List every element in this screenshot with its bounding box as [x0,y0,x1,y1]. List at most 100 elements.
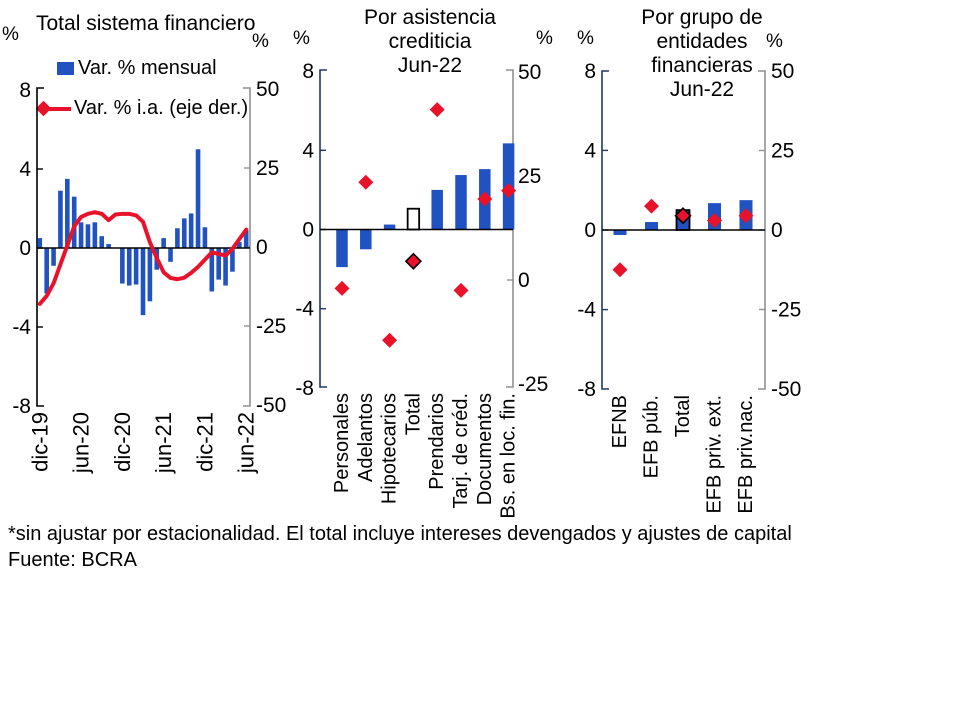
y-axis-left-tick-label: 0 [19,237,31,260]
line-var-ia [37,210,249,306]
bar-feb-22 [216,248,221,280]
legend-item-var-ia: Var. % i.a. (eje der.) [35,97,249,120]
panel1-left-axis-unit: % [2,24,19,45]
bar-ene-20 [44,248,49,294]
y-axis-right-tick-label: -25 [771,299,801,322]
x-axis-label-EFB priv.nac.: EFB priv.nac. [735,395,757,514]
diamond-Hipotecarios [382,332,398,348]
bar-Tarj. de créd. [455,175,467,230]
bar-Personales [336,229,348,268]
legend-item-var-mensual: Var. % mensual [57,57,217,80]
x-axis-label-Personales: Personales [331,393,353,493]
y-axis-right-tick-label: 25 [771,140,794,163]
y-axis-left-tick-label: -8 [12,395,31,418]
y-axis-left-tick-label: 4 [19,158,31,181]
bar-Prendarios [431,189,443,230]
bar-ene-22 [209,248,215,292]
bar-abr-21 [147,248,153,302]
bar-abr-22 [230,248,235,272]
y-axis-left-tick-label: 4 [584,139,596,162]
diamond-EFB priv.nac. [738,208,754,224]
y-axis-left-tick-label: 4 [302,139,314,162]
bar-mar-20 [58,190,63,248]
panel1-title: Total sistema financiero [36,12,256,35]
x-axis-label-jun-21: jun-21 [151,412,176,474]
x-axis-label-Bs. en loc. fin.: Bs. en loc. fin. [498,393,520,519]
chart-por-asistencia-crediticia: 8 4 0 -4 -8 50 25 0 -25 Personales Adelantos Hipote… [295,60,548,519]
bar-feb-20 [51,248,56,266]
bar-dic-19 [37,238,43,248]
diamond-EFB priv. ext. [707,212,722,228]
bar-ago-20 [92,222,98,248]
x-axis-label-Hipotecarios: Hipotecarios [379,393,401,504]
bar-jul-21 [168,248,173,262]
y-axis-right-tick-label: -50 [771,378,801,401]
source-note: Fuente: BCRA [8,549,137,571]
y-axis-right-tick-label: -25 [518,373,548,396]
x-axis-label-dic-20: dic-20 [110,412,135,472]
x-axis-label-jun-20: jun-20 [69,412,94,474]
panel3-right-axis-unit: % [766,31,783,52]
bar-mar-21 [140,248,146,316]
y-axis-left-tick-label: -8 [295,377,314,400]
panel2-left-axis-unit: % [293,28,310,49]
diamond-Prendarios [429,102,445,118]
bar-may-22 [237,242,242,248]
bar-mar-22 [223,248,228,286]
bar-sep-20 [99,236,105,248]
y-axis-left-tick-label: 8 [302,60,314,83]
diamond-EFB púb. [644,198,659,214]
bar-jun-21 [161,238,166,248]
y-axis-left-tick-label: -8 [577,378,596,401]
y-axis-right-tick-label: -50 [256,394,286,417]
bar-ago-21 [175,228,180,248]
y-axis-left [319,69,327,388]
x-axis-label-Prendarios: Prendarios [426,393,448,490]
panel2-right-axis-unit: % [536,28,553,49]
bar-jul-20 [85,224,91,248]
y-axis-left-tick-label: -4 [577,299,596,322]
panel1-right-axis-unit: % [252,31,269,52]
y-axis-left-tick-label: -4 [295,298,314,321]
legend-label-var-mensual: Var. % mensual [78,57,217,79]
diamond-EFNB [612,262,628,278]
y-axis-right-tick-label: 25 [518,165,541,188]
bar-Adelantos [360,229,372,250]
bar-nov-21 [195,149,201,248]
diamond-Bs. en loc. fin. [501,183,517,199]
diamond-Total [674,207,692,225]
bar-jun-20 [78,222,84,248]
legend-label-var-ia: Var. % i.a. (eje der.) [74,97,249,119]
bar-ene-21 [126,248,132,286]
chart-por-grupo-entidades: 8 4 0 -4 -8 50 25 0 -25 -50 EFNB EFB púb. Total EFB p… [577,60,801,514]
x-axis-label-Total: Total [402,393,424,435]
y-axis-left-tick-label: 8 [584,60,596,83]
diamond-Adelantos [358,174,374,190]
legend-line-swatch-icon [45,106,71,111]
bar-oct-21 [188,213,194,248]
y-axis-left-tick-label: 0 [584,219,596,242]
bar-sep-21 [181,218,187,248]
x-axis-label-Documentos: Documentos [474,393,496,505]
panel2-title: Por asistencia crediticia Jun-22 [364,6,496,77]
x-axis-label-Tarj. de créd.: Tarj. de créd. [450,393,472,509]
y-axis-right-tick-label: 25 [256,157,279,180]
y-axis-left-tick-label: 0 [302,219,314,242]
y-axis-left [36,87,44,407]
bar-feb-21 [133,248,139,285]
x-axis-label-dic-19: dic-19 [27,412,52,472]
bar-EFNB [613,230,627,235]
x-axis-label-EFB púb.: EFB púb. [641,395,663,478]
x-axis-label-jun-22: jun-22 [234,412,259,474]
diamond-Tarj. de créd. [453,282,469,298]
x-axis-label-dic-21: dic-21 [192,412,217,472]
y-axis-left-tick-label: 8 [19,79,31,102]
bar-abr-20 [65,178,70,248]
y-axis-left-tick-label: -4 [12,316,31,339]
bar-EFB púb. [645,222,658,230]
bar-may-20 [71,196,77,248]
x-axis-label-EFB priv. ext.: EFB priv. ext. [704,395,726,514]
bar-Hipotecarios [383,224,396,230]
diamond-Personales [334,280,350,296]
